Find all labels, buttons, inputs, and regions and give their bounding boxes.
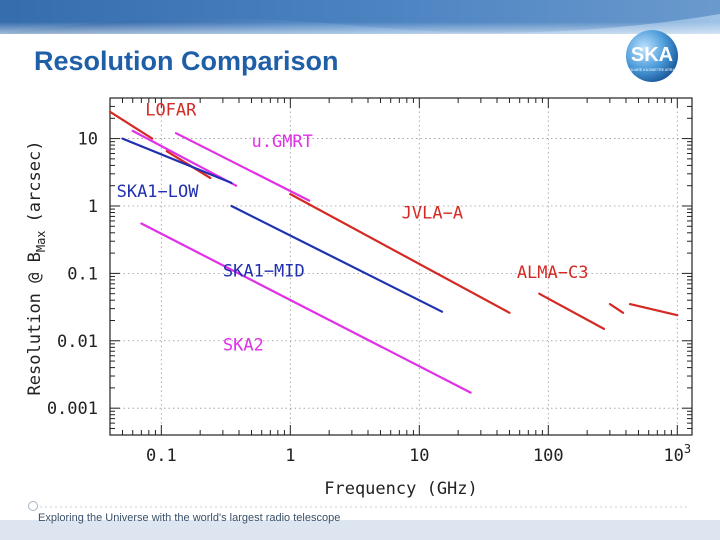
y-axis-label-prefix: Resolution @ B <box>25 252 45 395</box>
series-alma-c3-segment <box>608 303 625 314</box>
x-tick-label: 10 <box>409 446 429 466</box>
y-tick-label: 0.001 <box>47 399 98 419</box>
logo-subtext: SQUARE KILOMETRE ARRAY <box>627 68 677 72</box>
series-jvla-a-segment <box>289 193 511 314</box>
series-ska2-segment <box>140 222 472 394</box>
series-label-lofar: LOFAR <box>145 100 197 120</box>
series-label-ska1-low: SKA1−LOW <box>117 182 200 202</box>
series-u-gmrt-segment <box>174 132 311 202</box>
series-u-gmrt-segment <box>131 129 238 187</box>
x-axis-label: Frequency (GHz) <box>324 479 478 499</box>
y-tick-label: 1 <box>88 197 98 217</box>
ska-logo: SKA SQUARE KILOMETRE ARRAY <box>626 30 678 82</box>
x-tick-label: 103 <box>663 442 691 466</box>
y-axis-label-suffix: (arcsec) <box>25 141 45 223</box>
x-tick-label: 100 <box>533 446 564 466</box>
chart-tick-labels: 0.1 1 10 100 103 10 1 0.1 0.01 0.001 <box>47 130 691 466</box>
x-tick-label-exponent: 3 <box>684 442 691 456</box>
y-tick-label: 0.01 <box>57 332 98 352</box>
series-ska1-mid-segment <box>230 204 444 313</box>
chart-ticks <box>109 97 692 436</box>
chart-grid <box>110 98 692 435</box>
y-tick-label: 0.1 <box>67 264 98 284</box>
series-label-ska1-mid: SKA1−MID <box>223 261 305 281</box>
plot-frame <box>109 97 693 436</box>
series-label-jvla-a: JVLA−A <box>402 204 463 224</box>
slide-title: Resolution Comparison <box>34 46 339 76</box>
x-tick-label: 1 <box>285 446 295 466</box>
chart-series-labels: LOFAR u.GMRT JVLA−A ALMA−C3 SKA1−LOW SKA1−MID… <box>117 100 589 355</box>
footer-bullet-icon <box>28 501 38 511</box>
series-alma-c3-segment <box>628 303 679 317</box>
logo-globe <box>626 30 678 82</box>
y-axis-label-sub: Max <box>34 230 48 252</box>
chart-series <box>108 110 679 394</box>
series-label-ska2: SKA2 <box>223 335 264 355</box>
series-label-u-gmrt: u.GMRT <box>251 132 312 152</box>
series-lofar-segment <box>108 110 154 140</box>
logo-text: SKA <box>631 44 673 66</box>
footer-band <box>0 520 720 540</box>
x-tick-label: 0.1 <box>146 446 177 466</box>
series-alma-c3-segment <box>538 292 606 330</box>
footer-tagline: Exploring the Universe with the world's … <box>38 512 341 524</box>
series-ska1-low-segment <box>121 137 233 184</box>
y-axis-label: Resolution @ BMax (arcsec) <box>25 141 48 396</box>
series-label-alma-c3: ALMA−C3 <box>517 263 589 283</box>
y-tick-label: 10 <box>78 130 98 150</box>
